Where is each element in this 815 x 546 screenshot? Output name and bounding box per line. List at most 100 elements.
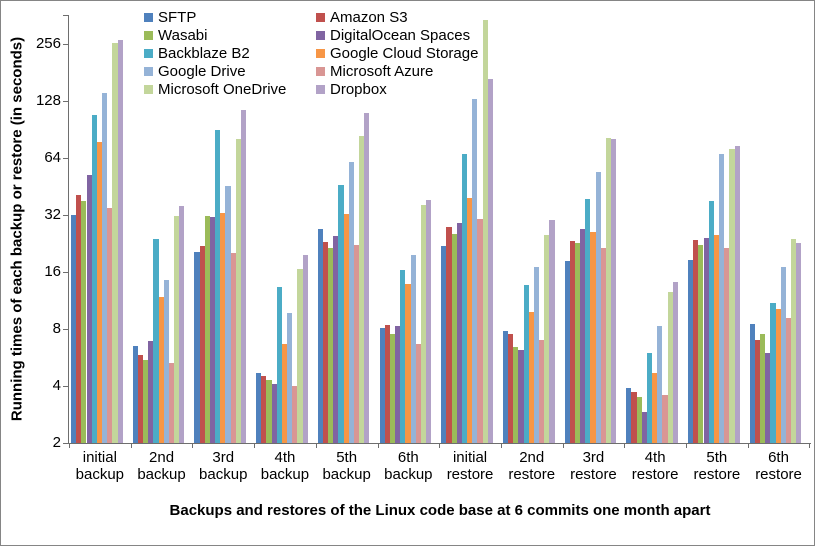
bar xyxy=(153,239,159,443)
legend-label: DigitalOcean Spaces xyxy=(330,26,471,44)
legend-swatch-icon xyxy=(316,84,325,94)
legend-label: Google Drive xyxy=(158,62,246,80)
bar xyxy=(338,184,344,443)
x-axis-title: Backups and restores of the Linux code b… xyxy=(169,502,711,519)
legend-label: Amazon S3 xyxy=(330,8,408,26)
x-tick xyxy=(192,444,194,448)
bar xyxy=(539,339,545,443)
bar xyxy=(384,324,390,443)
bar xyxy=(734,146,740,443)
bar xyxy=(158,297,164,443)
bar xyxy=(420,204,427,443)
x-category-label: 3rd restore xyxy=(570,449,617,483)
bar xyxy=(256,372,262,443)
y-tick-label: 2 xyxy=(52,434,61,451)
y-tick-label: 16 xyxy=(44,263,61,280)
bar xyxy=(148,341,154,443)
bar xyxy=(672,282,678,443)
bar xyxy=(590,232,596,443)
bar xyxy=(719,153,725,443)
bar xyxy=(775,309,781,443)
bar xyxy=(209,217,216,443)
bar xyxy=(199,245,205,443)
bar xyxy=(708,201,714,443)
x-category-label: 5th backup xyxy=(322,449,371,483)
bar xyxy=(426,199,432,443)
bar xyxy=(487,79,493,443)
bar xyxy=(760,334,766,443)
legend-swatch-icon xyxy=(316,12,325,22)
legend-swatch-icon xyxy=(144,48,153,58)
legend-item: DigitalOcean Spaces xyxy=(316,26,470,44)
bar xyxy=(322,242,329,443)
bar xyxy=(359,136,365,443)
x-tick xyxy=(747,444,749,448)
bar xyxy=(76,194,82,443)
bar xyxy=(353,245,360,443)
y-tick xyxy=(63,158,69,159)
bar xyxy=(508,334,514,443)
bar xyxy=(703,237,709,443)
bar xyxy=(225,185,231,443)
bar xyxy=(461,153,468,443)
legend-label: Wasabi xyxy=(158,26,208,44)
bar xyxy=(107,208,113,443)
bar xyxy=(102,93,108,443)
bar xyxy=(533,267,540,443)
legend-item: Amazon S3 xyxy=(316,8,408,26)
bar xyxy=(600,248,606,443)
bar xyxy=(518,349,524,443)
bar xyxy=(281,343,288,443)
legend-swatch-icon xyxy=(144,66,153,76)
bar xyxy=(112,43,118,443)
legend-item: Google Cloud Storage xyxy=(316,44,478,62)
bar xyxy=(631,392,637,443)
bar xyxy=(415,343,421,443)
legend-label: SFTP xyxy=(158,8,197,26)
bar xyxy=(91,114,97,443)
bar xyxy=(132,346,138,443)
bar xyxy=(266,380,272,443)
y-tick-label: 256 xyxy=(35,35,61,52)
bar xyxy=(405,283,411,443)
bar xyxy=(796,242,802,443)
bar xyxy=(235,138,241,443)
legend-swatch-icon xyxy=(144,30,153,40)
bar xyxy=(389,334,395,443)
x-category-label: 2nd backup xyxy=(137,449,186,483)
legend-label: Backblaze B2 xyxy=(158,44,250,62)
bar xyxy=(780,266,786,443)
bar xyxy=(667,292,673,443)
legend-item: Wasabi xyxy=(144,26,207,44)
x-tick xyxy=(562,444,564,448)
bar xyxy=(297,268,303,443)
y-tick xyxy=(63,386,69,387)
bar xyxy=(271,383,277,443)
bar xyxy=(86,175,92,443)
bar xyxy=(179,205,185,443)
x-category-label: 5th restore xyxy=(693,449,741,483)
bar xyxy=(785,318,792,443)
bar xyxy=(302,254,308,443)
y-axis-end-tick xyxy=(63,15,69,16)
bar xyxy=(482,20,488,443)
bar xyxy=(641,412,647,443)
y-tick-label: 32 xyxy=(44,206,61,223)
bar xyxy=(163,280,169,443)
y-tick-label: 8 xyxy=(52,320,61,337)
bar xyxy=(328,248,334,443)
x-category-label: 3rd backup xyxy=(199,449,248,483)
bar xyxy=(549,220,555,443)
bar xyxy=(215,130,221,443)
bar xyxy=(230,252,236,443)
x-tick xyxy=(377,444,379,448)
bar xyxy=(657,325,663,443)
bar xyxy=(343,214,349,443)
legend-item: Microsoft Azure xyxy=(316,62,433,80)
x-category-label: 2nd restore xyxy=(508,449,556,483)
bar xyxy=(713,234,719,443)
bar xyxy=(240,109,247,443)
bar xyxy=(276,286,282,443)
legend-swatch-icon xyxy=(316,30,325,40)
bar xyxy=(580,228,586,443)
